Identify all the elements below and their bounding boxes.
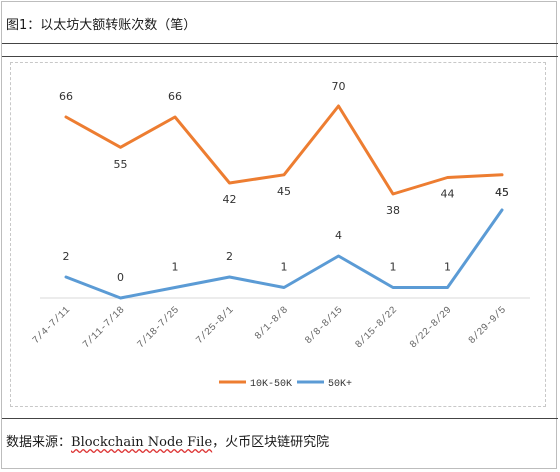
source-prefix: 数据来源： [6, 435, 72, 450]
data-label-50k-6: 4 [335, 229, 342, 242]
title-rule-bottom [2, 56, 558, 57]
data-label-10k-50k-8: 44 [441, 188, 455, 201]
x-tick-label-7: 8/15-8/22 [353, 304, 400, 351]
data-label-50k-4: 2 [226, 250, 233, 263]
data-label-50k-1: 2 [63, 250, 70, 263]
data-label-10k-50k-7: 38 [386, 204, 400, 217]
data-label-50k-9: 45 [495, 186, 509, 199]
data-label-10k-50k-4: 42 [223, 193, 237, 206]
source-suffix: ，火币区块链研究院 [212, 435, 330, 450]
x-tick-label-1: 7/4-7/11 [30, 304, 72, 346]
data-label-50k-8: 1 [444, 261, 451, 274]
data-label-10k-50k-6: 70 [332, 80, 346, 93]
data-label-50k-5: 1 [281, 261, 288, 274]
data-label-10k-50k-3: 66 [168, 90, 182, 103]
x-tick-label-2: 7/11-7/18 [81, 304, 128, 351]
data-label-50k-3: 1 [172, 261, 179, 274]
x-tick-label-4: 7/25-8/1 [194, 304, 236, 346]
title-rule-top [2, 43, 558, 44]
x-tick-label-9: 8/29-9/5 [466, 304, 508, 346]
legend-label-50k: 50K+ [328, 379, 352, 390]
chart-area-border [10, 62, 546, 407]
data-label-50k-2: 0 [117, 271, 124, 284]
x-tick-label-3: 7/18-7/25 [135, 304, 182, 351]
x-tick-label-8: 8/22-8/29 [408, 304, 455, 351]
x-tick-label-6: 8/8-8/15 [303, 304, 345, 346]
data-label-10k-50k-9: 45 [495, 186, 509, 199]
series-line-10k-50k [64, 104, 504, 196]
legend-label-10k-50k: 10K-50K [250, 379, 292, 390]
x-tick-label-5: 8/1-8/8 [253, 304, 291, 342]
data-label-10k-50k-1: 66 [59, 90, 73, 103]
data-label-50k-7: 1 [390, 261, 397, 274]
source-note: 数据来源：Blockchain Node File，火币区块链研究院 [6, 431, 329, 450]
data-label-10k-50k-5: 45 [277, 185, 291, 198]
source-name: Blockchain Node File [71, 435, 213, 450]
figure-title: 图1：以太坊大额转账次数（笔） [6, 18, 197, 33]
data-label-10k-50k-2: 55 [114, 158, 128, 171]
series-line-50k [64, 208, 504, 300]
source-rule [2, 418, 558, 419]
